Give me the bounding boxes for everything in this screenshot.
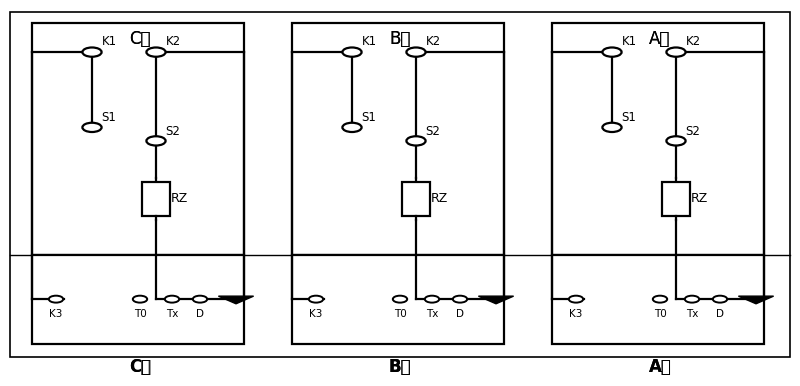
Circle shape [685, 296, 699, 303]
Bar [552, 255, 764, 344]
Circle shape [406, 47, 426, 57]
Text: Tx: Tx [166, 309, 178, 319]
Text: K1: K1 [362, 35, 377, 48]
Circle shape [133, 296, 147, 303]
Text: A相: A相 [649, 358, 671, 376]
Text: K3: K3 [570, 309, 582, 319]
Text: S1: S1 [622, 111, 637, 124]
Text: K1: K1 [622, 35, 637, 48]
Text: Tx: Tx [426, 309, 438, 319]
Circle shape [193, 296, 207, 303]
Text: K2: K2 [426, 35, 441, 48]
Circle shape [453, 296, 467, 303]
Bar [552, 23, 764, 255]
Text: C相: C相 [130, 358, 150, 376]
Text: T0: T0 [654, 309, 666, 319]
Bar [10, 12, 790, 357]
Bar [292, 255, 504, 344]
Circle shape [602, 123, 622, 132]
Text: T0: T0 [134, 309, 146, 319]
Text: C相: C相 [130, 30, 150, 47]
Text: C相: C相 [129, 358, 151, 376]
Text: K3: K3 [310, 309, 322, 319]
Text: S1: S1 [362, 111, 377, 124]
Text: A相: A相 [649, 358, 671, 376]
Bar [142, 182, 170, 216]
Bar [32, 23, 244, 255]
Text: K2: K2 [686, 35, 701, 48]
Circle shape [146, 47, 166, 57]
Text: B相: B相 [389, 358, 411, 376]
Circle shape [49, 296, 63, 303]
Text: RZ: RZ [690, 192, 708, 205]
Text: A相: A相 [650, 30, 670, 47]
Circle shape [713, 296, 727, 303]
Text: S1: S1 [102, 111, 117, 124]
Circle shape [569, 296, 583, 303]
Text: K1: K1 [102, 35, 117, 48]
Circle shape [666, 136, 686, 146]
Text: RZ: RZ [430, 192, 448, 205]
Circle shape [309, 296, 323, 303]
Text: T0: T0 [394, 309, 406, 319]
Text: RZ: RZ [170, 192, 188, 205]
Text: K2: K2 [166, 35, 181, 48]
Text: C相: C相 [130, 30, 150, 47]
Circle shape [666, 47, 686, 57]
Text: B相: B相 [390, 30, 410, 47]
Bar [32, 255, 244, 344]
Circle shape [165, 296, 179, 303]
Polygon shape [738, 296, 774, 304]
Circle shape [342, 123, 362, 132]
Circle shape [393, 296, 407, 303]
Polygon shape [478, 296, 514, 304]
Text: K3: K3 [50, 309, 62, 319]
Circle shape [146, 136, 166, 146]
Text: S2: S2 [686, 125, 701, 138]
Circle shape [602, 47, 622, 57]
Text: Tx: Tx [686, 309, 698, 319]
Text: S2: S2 [426, 125, 441, 138]
Text: S2: S2 [166, 125, 181, 138]
Text: D: D [716, 309, 724, 319]
Circle shape [406, 136, 426, 146]
Circle shape [82, 47, 102, 57]
Text: D: D [196, 309, 204, 319]
Circle shape [342, 47, 362, 57]
Text: B相: B相 [390, 30, 410, 47]
Circle shape [425, 296, 439, 303]
Bar [292, 23, 504, 255]
Text: D: D [456, 309, 464, 319]
Polygon shape [218, 296, 254, 304]
Circle shape [82, 123, 102, 132]
Text: A相: A相 [650, 30, 670, 47]
Text: B相: B相 [389, 358, 411, 376]
Bar [402, 182, 430, 216]
Bar [662, 182, 690, 216]
Circle shape [653, 296, 667, 303]
